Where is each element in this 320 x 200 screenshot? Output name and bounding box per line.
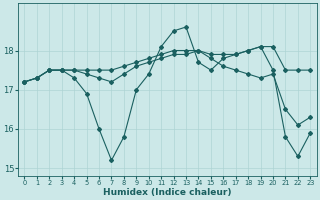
- X-axis label: Humidex (Indice chaleur): Humidex (Indice chaleur): [103, 188, 232, 197]
